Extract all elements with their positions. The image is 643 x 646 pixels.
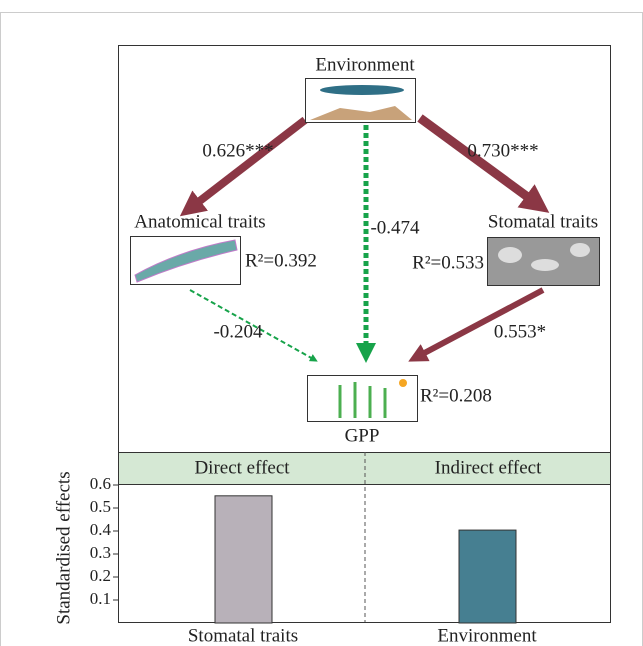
anatomical-image xyxy=(131,237,241,285)
y-tick-label: 0.3 xyxy=(90,543,111,562)
stomatal-image xyxy=(488,238,600,286)
y-tick-label: 0.1 xyxy=(90,589,111,608)
y-tick-label: 0.4 xyxy=(90,520,112,539)
r2-label: R²=0.208 xyxy=(420,385,492,406)
edge-label: 0.553* xyxy=(494,321,546,342)
r2-label: R²=0.392 xyxy=(245,250,317,271)
edge-label: -0.204 xyxy=(213,321,263,342)
x-tick-label: Stomatal traits xyxy=(188,625,298,646)
node-label: Anatomical traits xyxy=(134,211,265,232)
edge-label: 0.730*** xyxy=(467,140,538,161)
bar xyxy=(215,496,272,623)
gpp-image xyxy=(308,376,418,422)
figure: Environment Anatomical traits R²=0.392 S… xyxy=(0,0,643,646)
y-tick-label: 0.6 xyxy=(90,474,111,493)
panel-title: Indirect effect xyxy=(435,457,542,478)
bar xyxy=(459,530,516,623)
arrow xyxy=(188,120,305,210)
r2-label: R²=0.533 xyxy=(412,252,484,273)
edge-label: 0.626*** xyxy=(202,140,273,161)
node-label: Environment xyxy=(315,54,415,75)
node-label: GPP xyxy=(345,425,380,446)
arrow xyxy=(420,118,540,206)
y-tick-label: 0.2 xyxy=(90,566,111,585)
environment-image xyxy=(306,79,416,123)
y-axis-label: Standardised effects xyxy=(53,471,74,624)
edge-label: -0.474 xyxy=(370,217,420,238)
node-label: Stomatal traits xyxy=(488,211,598,232)
y-tick-label: 0.5 xyxy=(90,497,111,516)
panel-title: Direct effect xyxy=(194,457,290,478)
x-tick-label: Environment xyxy=(437,625,537,646)
